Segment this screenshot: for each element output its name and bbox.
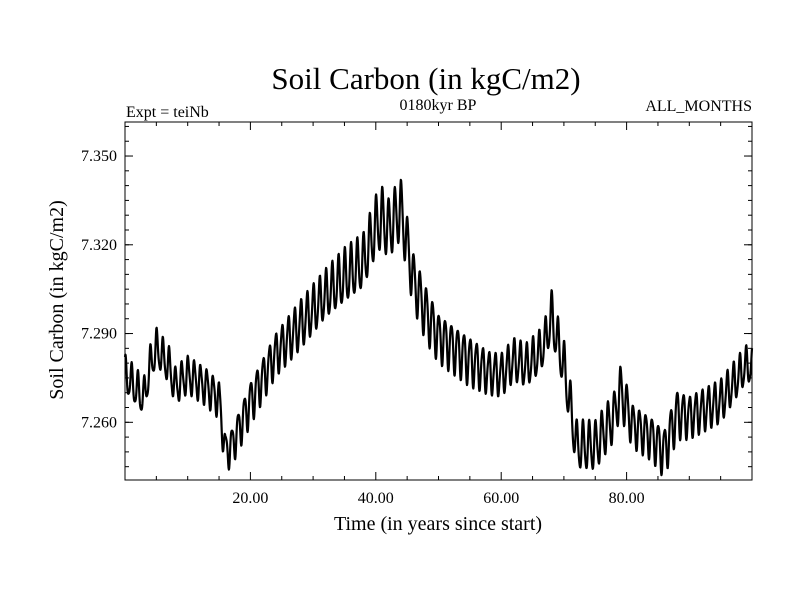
y-tick-label: 7.350: [81, 148, 117, 165]
x-axis: 20.00 40.00 60.00 80.00: [155, 122, 722, 507]
y-axis-label: Soil Carbon (in kgC/m2): [46, 200, 68, 399]
x-tick-label: 60.00: [483, 490, 519, 507]
months-label: ALL_MONTHS: [645, 98, 752, 115]
x-tick-label: 20.00: [232, 490, 268, 507]
x-tick-label: 40.00: [358, 490, 394, 507]
x-tick-label: 80.00: [609, 490, 645, 507]
y-tick-label: 7.290: [81, 326, 117, 343]
period-label: 0180kyr BP: [400, 97, 477, 114]
y-tick-label: 7.320: [81, 237, 117, 254]
x-axis-label: Time (in years since start): [334, 513, 542, 535]
chart-title: Soil Carbon (in kgC/m2): [271, 61, 580, 96]
experiment-label: Expt = teiNb: [126, 104, 209, 121]
y-tick-label: 7.260: [81, 414, 117, 431]
series-line: [123, 178, 754, 477]
y-axis: 7.260 7.290 7.320 7.350: [81, 125, 752, 468]
